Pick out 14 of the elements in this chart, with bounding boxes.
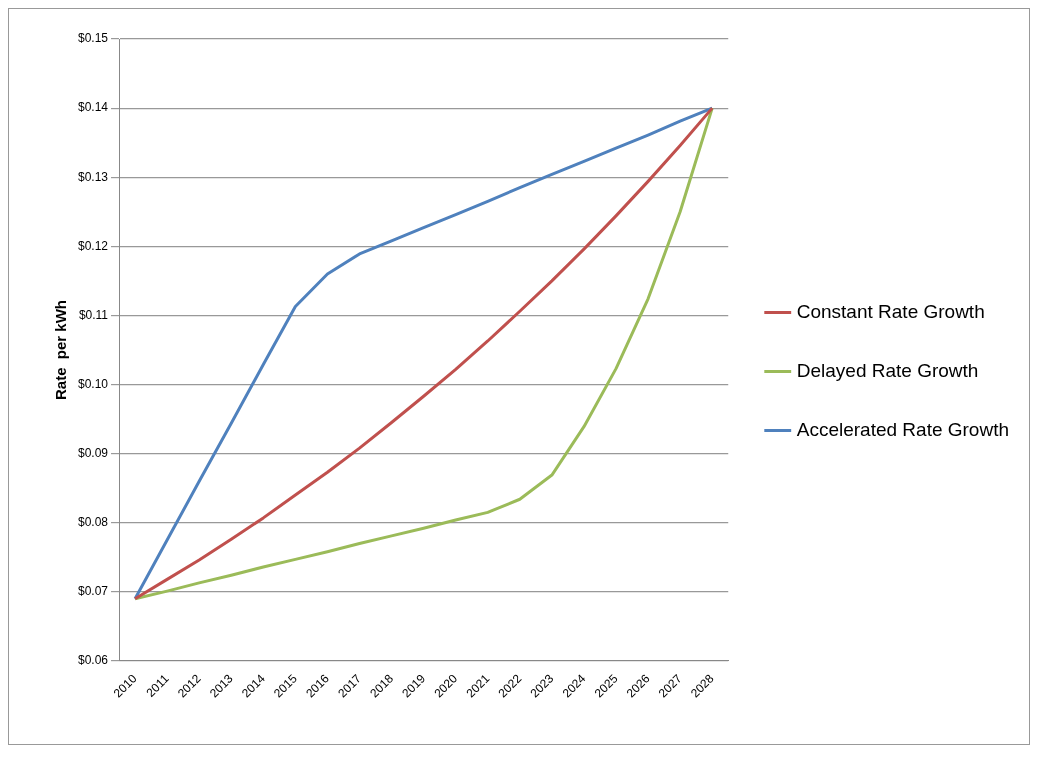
y-tick-label: $0.15: [78, 31, 109, 46]
y-tick-label: $0.06: [78, 653, 109, 668]
legend-label: Constant Rate Growth: [796, 300, 985, 322]
y-tick-label: $0.13: [78, 169, 109, 184]
y-tick-label: $0.14: [78, 100, 109, 115]
y-tick-label: $0.11: [78, 307, 109, 322]
y-tick-label: $0.10: [78, 376, 109, 391]
legend-label: Accelerated Rate Growth: [796, 418, 1009, 440]
y-tick-label: $0.07: [78, 584, 109, 599]
y-tick-label: $0.09: [78, 445, 109, 460]
y-tick-label: $0.12: [78, 238, 109, 253]
y-tick-label: $0.08: [78, 515, 109, 530]
legend-label: Delayed Rate Growth: [796, 359, 979, 381]
y-axis-title: Rate per kWh: [52, 299, 70, 400]
